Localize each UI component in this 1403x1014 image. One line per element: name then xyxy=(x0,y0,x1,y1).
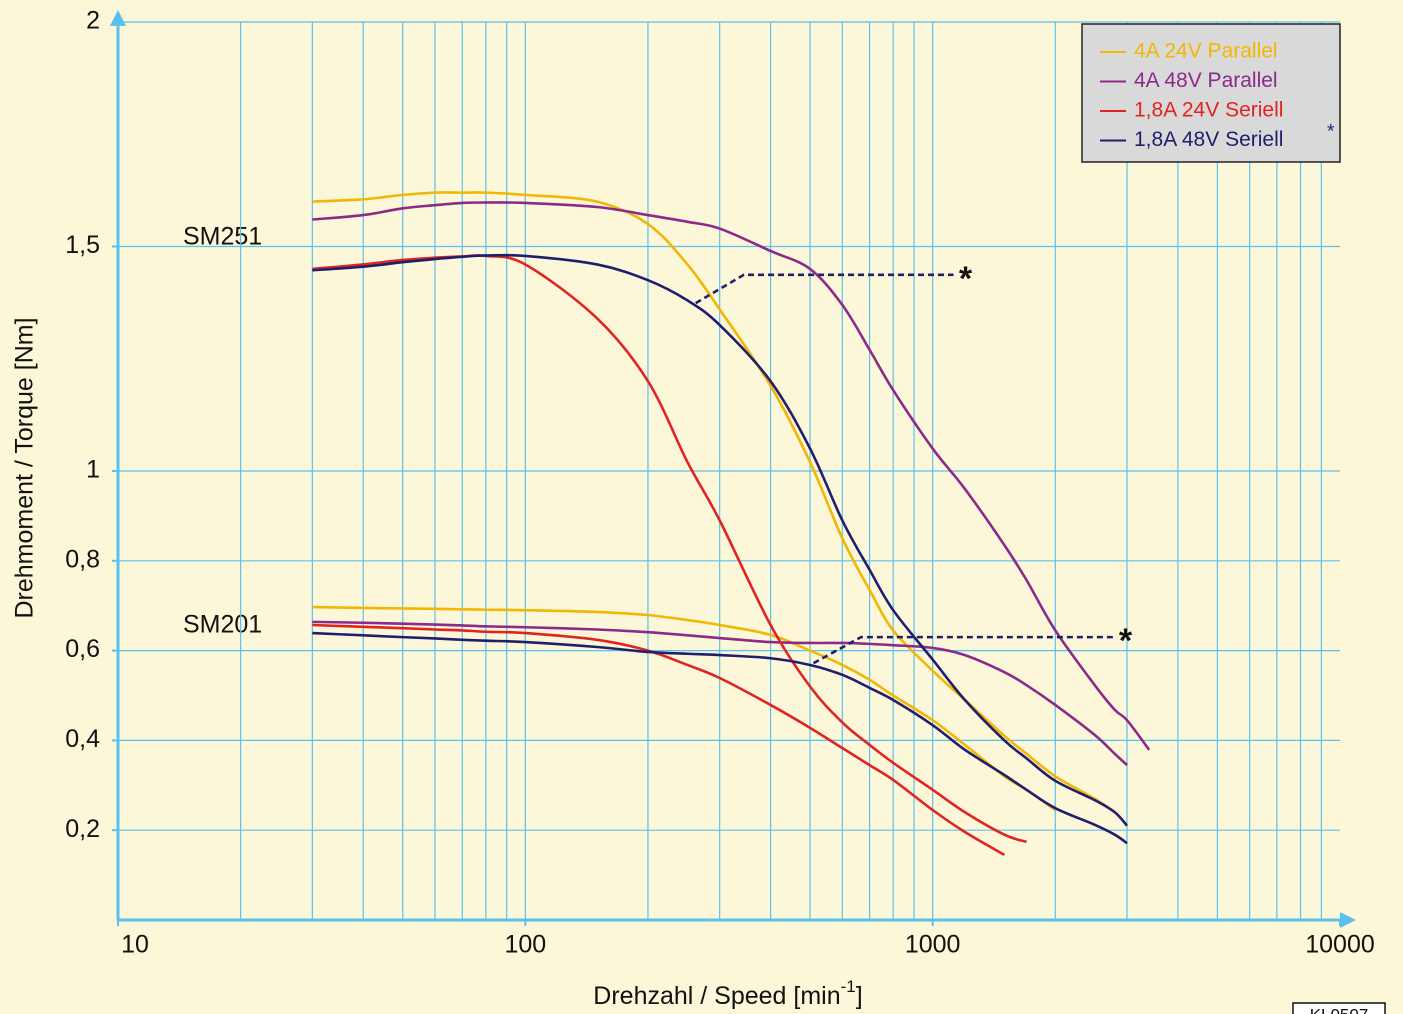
x-axis-title-sup: -1 xyxy=(841,977,856,996)
x-tick-label: 100 xyxy=(504,931,546,959)
series-line xyxy=(312,620,1128,767)
legend-label: 1,8A 48V Seriell xyxy=(1134,128,1283,151)
x-axis-title-end: ] xyxy=(856,982,863,1010)
annotation-line xyxy=(812,635,1114,665)
motor-label: SM201 xyxy=(183,611,262,639)
series-line xyxy=(312,605,1057,812)
y-tick-label: 0,8 xyxy=(65,545,100,573)
series-line xyxy=(312,631,1128,845)
y-tick-label: 0,6 xyxy=(65,635,100,663)
y-axis-arrow xyxy=(110,10,126,26)
y-tick-label: 2 xyxy=(86,7,100,35)
x-tick-label: 10000 xyxy=(1305,931,1375,959)
annotation-text: * xyxy=(959,260,973,298)
legend-suffix: * xyxy=(1327,122,1335,143)
annotation-text: * xyxy=(1119,622,1133,660)
legend-label: 4A 24V Parallel xyxy=(1134,40,1278,63)
code: KL0507 xyxy=(1310,1005,1369,1014)
annotation-line xyxy=(695,273,954,305)
y-tick-label: 1,5 xyxy=(65,231,100,259)
legend-box xyxy=(1081,23,1341,163)
code-box xyxy=(1292,1002,1386,1014)
x-tick-label: 10 xyxy=(121,931,149,959)
series-line xyxy=(312,623,1006,857)
series-line xyxy=(312,254,1027,844)
y-tick-label: 1 xyxy=(86,456,100,484)
series-line xyxy=(312,253,1128,827)
series-line xyxy=(312,201,1151,751)
legend-label: 4A 48V Parallel xyxy=(1134,69,1278,92)
y-tick-label: 0,4 xyxy=(65,725,100,753)
y-tick-label: 0,2 xyxy=(65,815,100,843)
y-axis-title: Drehmoment / Torque [Nm] xyxy=(11,317,39,618)
legend: 4A 24V Parallel 4A 48V Parallel 1,8A 24V S… xyxy=(1081,23,1341,163)
x-tick-label: 1000 xyxy=(905,931,961,959)
x-axis-arrow xyxy=(1340,912,1356,928)
x-axis-title-main: Drehzahl / Speed [min xyxy=(593,982,840,1010)
x-axis-title: Drehzahl / Speed [min-1] xyxy=(593,977,862,1009)
legend-label: 1,8A 24V Seriell xyxy=(1134,99,1283,122)
series-line xyxy=(312,191,1116,814)
